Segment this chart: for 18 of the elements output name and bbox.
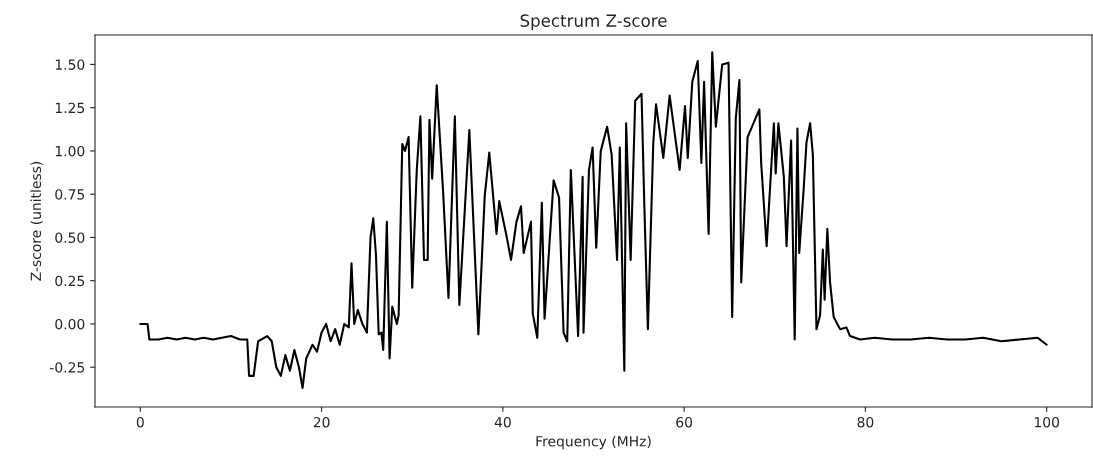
x-tick-label: 20 — [313, 416, 330, 428]
y-tick-label: 1.50 — [55, 59, 85, 70]
y-tick-label: 0.00 — [55, 318, 85, 330]
y-tick-label: 0.50 — [55, 232, 85, 243]
chart-title: Spectrum Z-score — [520, 14, 667, 31]
y-tick-label: 1.00 — [55, 145, 85, 157]
x-tick-label: 100 — [1034, 416, 1060, 428]
y-tick-label: -0.25 — [50, 362, 85, 373]
x-axis-title: Frequency (MHz) — [536, 435, 651, 450]
y-axis-title: Z-score (unitless) — [30, 161, 43, 281]
x-tick-label: 0 — [136, 416, 144, 428]
y-tick-label: 0.25 — [55, 275, 85, 287]
x-tick-label: 40 — [494, 416, 511, 428]
line-series — [139, 51, 1048, 390]
y-tick-label: 0.75 — [55, 189, 85, 200]
x-tick-label: 80 — [857, 416, 874, 428]
x-tick-label: 60 — [676, 416, 693, 428]
y-tick-label: 1.25 — [55, 102, 85, 114]
